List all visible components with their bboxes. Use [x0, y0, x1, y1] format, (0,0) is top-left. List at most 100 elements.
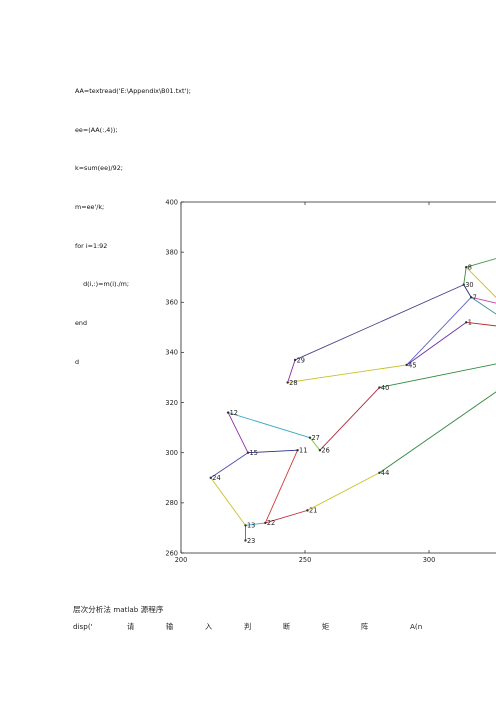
plot-nodes: 1234578911121315212223242627282930404445 [209, 263, 477, 545]
edge-line [463, 267, 467, 285]
node-label: 12 [230, 409, 238, 417]
code-line: d(i,:)=m(i)./m; [75, 280, 130, 289]
edge-line [406, 321, 467, 366]
edge-line [463, 284, 472, 298]
node-point [286, 381, 289, 384]
node-label: 1 [468, 319, 472, 327]
code-line: end [75, 319, 88, 328]
node-point [308, 436, 312, 439]
edge-line [210, 452, 249, 479]
node-label: 29 [297, 356, 305, 364]
y-tick-label: 400 [165, 198, 178, 206]
code-line: m=ee'/k; [75, 202, 105, 211]
code-line: for i=1:92 [75, 241, 108, 250]
edge-line [210, 477, 246, 526]
edge-line [287, 364, 407, 383]
y-tick-label: 340 [165, 349, 178, 357]
edge-line [307, 472, 380, 511]
node-label: 11 [299, 447, 307, 455]
node-point [378, 386, 381, 389]
node-label: 28 [289, 379, 297, 387]
edge-line [470, 296, 496, 315]
x-tick-label: 300 [423, 556, 436, 564]
disp-char: 请 [127, 622, 135, 631]
node-point [226, 411, 230, 414]
edge-line [379, 391, 496, 474]
disp-char: 阵 [361, 622, 369, 631]
node-point [264, 521, 267, 525]
code-line: ee=(AA(:,4)); [75, 125, 118, 134]
node-point [209, 476, 212, 479]
node-label: 7 [473, 294, 477, 302]
node-label: 21 [309, 507, 317, 515]
edge-line [265, 509, 308, 524]
edge-line [465, 266, 496, 298]
section-heading: 层次分析法 matlab 源程序 [73, 604, 163, 615]
edge-line [406, 296, 472, 366]
node-label: 22 [267, 519, 275, 527]
node-label: 27 [311, 434, 319, 442]
node-point [244, 539, 247, 542]
node-label: 26 [321, 447, 329, 455]
edge-line [245, 522, 266, 526]
node-label: 15 [249, 449, 257, 457]
edge-line [319, 387, 380, 451]
node-point [462, 283, 465, 286]
heading-text: 层次分析法 [73, 605, 111, 614]
node-label: 23 [247, 537, 255, 545]
heading-suffix: 源程序 [140, 605, 164, 614]
y-tick-label: 280 [165, 499, 178, 507]
x-tick-label: 250 [299, 556, 312, 564]
edge-line [466, 258, 496, 268]
node-label: 30 [465, 281, 473, 289]
node-point [296, 449, 299, 452]
node-label: 40 [381, 384, 389, 392]
node-point [293, 358, 297, 362]
y-tick-label: 320 [165, 399, 178, 407]
code-block: AA=textread('E:\Appendix\B01.txt'); ee=(… [75, 59, 191, 382]
code-line: k=sum(ee)/92; [75, 164, 123, 173]
y-tick-label: 380 [165, 248, 178, 256]
node-point [465, 321, 468, 324]
disp-char: 入 [205, 622, 213, 631]
y-tick-label: 260 [165, 549, 178, 557]
node-point [469, 296, 473, 299]
code-line: d [75, 357, 80, 366]
disp-char: A(n [410, 622, 423, 631]
node-label: 44 [381, 469, 389, 477]
disp-char: 矩 [322, 622, 330, 631]
disp-char: 输 [166, 622, 174, 631]
node-point [465, 265, 468, 269]
code-line: AA=textread('E:\Appendix\B01.txt'); [75, 86, 191, 95]
edge-line [294, 284, 464, 361]
edge-line [466, 321, 496, 327]
edge-line [471, 296, 496, 304]
node-point [318, 449, 322, 452]
node-label: 13 [247, 522, 255, 530]
edge-line [264, 450, 298, 524]
disp-char: 判 [244, 622, 252, 631]
heading-keyword: matlab [113, 605, 139, 614]
node-point [378, 471, 381, 474]
edge-line [309, 437, 321, 451]
node-point [244, 524, 247, 527]
disp-char: 断 [283, 622, 291, 631]
edge-line [379, 363, 496, 388]
y-tick-label: 360 [165, 299, 178, 307]
edge-line [227, 412, 249, 453]
edge-line [227, 412, 311, 439]
y-tick-label: 300 [165, 449, 178, 457]
node-label: 24 [212, 474, 220, 482]
node-point [306, 509, 309, 512]
edge-line [247, 449, 298, 454]
node-label: 8 [468, 263, 472, 271]
x-tick-label: 200 [175, 556, 188, 564]
node-point [405, 363, 408, 367]
disp-prefix: disp(' [73, 622, 93, 631]
plot-edges [210, 258, 496, 541]
edge-line [287, 359, 296, 383]
node-label: 45 [408, 361, 416, 369]
node-point [246, 451, 250, 454]
